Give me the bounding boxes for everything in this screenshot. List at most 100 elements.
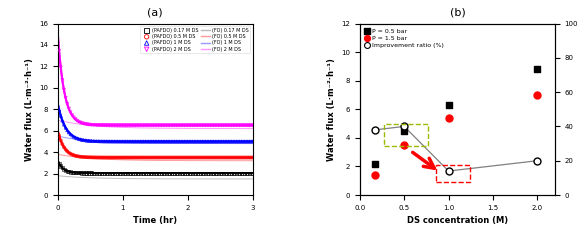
Point bbox=[186, 171, 195, 175]
Point bbox=[219, 123, 228, 127]
Point bbox=[183, 123, 192, 127]
Point bbox=[245, 123, 254, 127]
Point bbox=[138, 123, 147, 127]
Point bbox=[136, 140, 145, 143]
Point bbox=[230, 140, 239, 143]
Point bbox=[191, 140, 201, 143]
Point bbox=[191, 123, 201, 127]
Point bbox=[72, 154, 81, 158]
Point bbox=[186, 156, 195, 159]
Point bbox=[114, 171, 124, 175]
Point bbox=[248, 171, 257, 175]
Point bbox=[370, 173, 380, 177]
Point bbox=[165, 140, 175, 143]
Point bbox=[238, 156, 247, 159]
Point bbox=[183, 156, 192, 159]
Point bbox=[168, 171, 177, 175]
Point bbox=[114, 140, 124, 143]
Point bbox=[126, 123, 135, 127]
Point bbox=[54, 49, 64, 53]
Point bbox=[74, 120, 83, 124]
Point bbox=[154, 156, 163, 159]
Point bbox=[88, 139, 98, 143]
Point bbox=[62, 128, 72, 132]
Point bbox=[105, 156, 114, 159]
Point bbox=[123, 123, 132, 127]
Point bbox=[129, 123, 139, 127]
Point bbox=[157, 123, 166, 127]
Point bbox=[56, 114, 65, 118]
Point bbox=[370, 162, 380, 165]
Point bbox=[128, 123, 137, 127]
Point bbox=[98, 156, 108, 159]
Point bbox=[118, 123, 127, 127]
Point bbox=[194, 123, 203, 127]
Point bbox=[124, 140, 134, 143]
Point bbox=[165, 171, 175, 175]
Point bbox=[238, 123, 247, 127]
Point bbox=[225, 156, 235, 159]
Point bbox=[120, 171, 129, 175]
Point bbox=[214, 171, 223, 175]
Point bbox=[242, 156, 251, 159]
Point bbox=[206, 123, 215, 127]
Point bbox=[228, 140, 238, 143]
Point bbox=[202, 140, 212, 143]
Point bbox=[532, 67, 542, 71]
Point bbox=[94, 123, 103, 127]
Point bbox=[219, 156, 228, 159]
Point bbox=[139, 123, 149, 127]
Point bbox=[114, 123, 124, 127]
Point bbox=[98, 139, 108, 143]
Point bbox=[166, 123, 176, 127]
Point bbox=[220, 156, 229, 159]
Point bbox=[193, 140, 202, 143]
Point bbox=[399, 143, 409, 147]
Point bbox=[97, 123, 106, 127]
Point bbox=[238, 140, 247, 143]
Point bbox=[77, 171, 87, 175]
Point bbox=[144, 140, 153, 143]
Point bbox=[175, 140, 184, 143]
Point bbox=[225, 123, 235, 127]
Point bbox=[97, 139, 106, 143]
Point bbox=[132, 123, 142, 127]
Point bbox=[172, 123, 181, 127]
Point bbox=[157, 156, 166, 159]
Point bbox=[77, 138, 87, 142]
Point bbox=[103, 156, 113, 159]
Point bbox=[237, 171, 246, 175]
Point bbox=[158, 123, 168, 127]
Point bbox=[224, 171, 233, 175]
Point bbox=[245, 156, 254, 159]
Point bbox=[181, 123, 191, 127]
Point bbox=[184, 156, 194, 159]
Point bbox=[82, 139, 91, 142]
Point bbox=[90, 123, 99, 127]
Point bbox=[118, 171, 127, 175]
Point bbox=[155, 156, 165, 159]
Point bbox=[157, 171, 166, 175]
Point bbox=[180, 140, 189, 143]
Point bbox=[532, 93, 542, 97]
Point bbox=[138, 171, 147, 175]
Point bbox=[219, 140, 228, 143]
Point bbox=[105, 171, 114, 175]
Point bbox=[191, 171, 201, 175]
Point bbox=[183, 140, 192, 143]
Point bbox=[230, 171, 239, 175]
Point bbox=[69, 116, 79, 119]
Point bbox=[209, 140, 218, 143]
Point bbox=[116, 123, 125, 127]
Point bbox=[172, 171, 181, 175]
Point bbox=[87, 171, 97, 175]
Point bbox=[61, 168, 71, 172]
Point bbox=[227, 171, 236, 175]
Point bbox=[184, 140, 194, 143]
Point bbox=[146, 140, 155, 143]
Point bbox=[158, 140, 168, 143]
Point bbox=[54, 108, 64, 112]
Point bbox=[164, 123, 173, 127]
Point bbox=[211, 171, 220, 175]
Point bbox=[95, 156, 105, 159]
